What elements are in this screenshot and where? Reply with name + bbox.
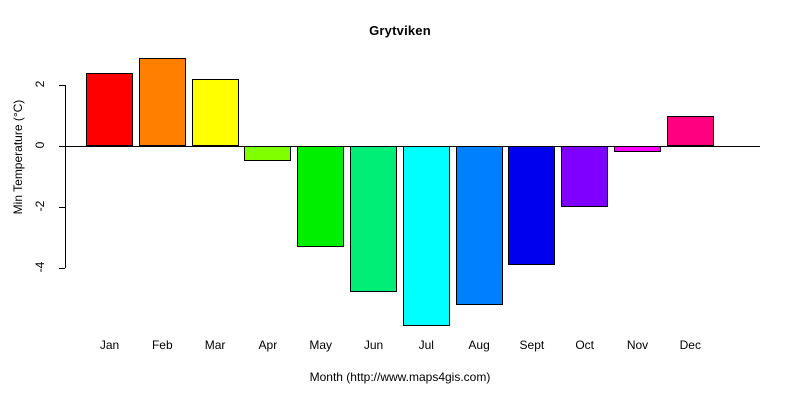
bar-jun (350, 146, 397, 293)
y-axis-tick-label: -2 (33, 200, 47, 212)
x-axis-tick-label: Nov (626, 338, 649, 352)
bar-jul (402, 146, 450, 326)
y-axis-line (65, 85, 66, 268)
bar-feb (138, 57, 186, 146)
y-axis-tick (59, 85, 65, 86)
x-axis-tick-label: Sept (519, 338, 545, 352)
x-axis-tick-label: Mar (204, 338, 226, 352)
x-axis-tick-label: Oct (575, 338, 595, 352)
x-axis-tick-label: May (309, 338, 333, 352)
bar-mar (191, 78, 239, 146)
x-axis-tick-label: Aug (468, 338, 490, 352)
y-axis-tick-label: 2 (33, 80, 47, 88)
x-axis-tick-label: Jul (418, 338, 434, 352)
bar-jan (86, 72, 133, 146)
y-axis-tick (59, 268, 65, 269)
bar-apr (244, 146, 292, 162)
x-axis-label: Month (http://www.maps4gis.com) (309, 370, 491, 384)
bar-sept (508, 146, 556, 265)
bar-may (297, 146, 345, 247)
bar-oct (561, 146, 609, 207)
x-axis-tick-label: Jun (363, 338, 384, 352)
y-axis-tick (59, 146, 65, 147)
x-axis-tick-label: Apr (258, 338, 278, 352)
x-axis-tick-label: Jan (99, 338, 120, 352)
chart-title: Grytviken (369, 23, 431, 38)
bar-dec (666, 115, 714, 146)
x-axis-tick-label: Feb (151, 338, 173, 352)
x-axis-tick-label: Dec (679, 338, 701, 352)
y-axis-tick (59, 207, 65, 208)
y-axis-tick-label: -4 (33, 261, 47, 273)
y-axis-tick-label: 0 (33, 141, 47, 149)
bar-aug (455, 146, 503, 305)
bar-nov (614, 146, 661, 153)
